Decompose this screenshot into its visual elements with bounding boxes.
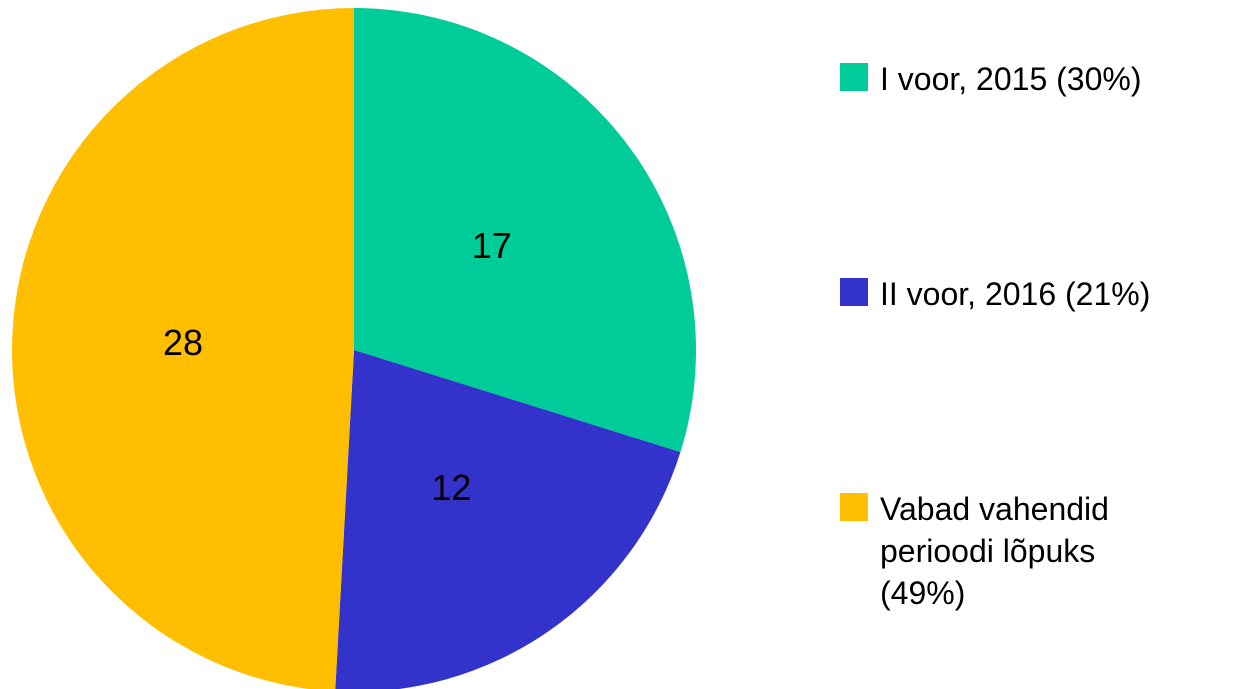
chart: 17 12 28 bbox=[11, 8, 697, 689]
legend-item: I voor, 2015 (30%) bbox=[840, 58, 1230, 100]
data-label: 17 bbox=[472, 225, 512, 266]
legend-label: II voor, 2016 (21%) bbox=[880, 276, 1151, 312]
data-label: 12 bbox=[431, 467, 471, 508]
legend-swatch bbox=[840, 278, 868, 306]
legend-swatch bbox=[840, 63, 868, 91]
legend-item: II voor, 2016 (21%) bbox=[840, 273, 1230, 315]
data-label: 28 bbox=[163, 322, 203, 363]
pie-slice bbox=[11, 8, 354, 689]
legend-label: I voor, 2015 (30%) bbox=[880, 61, 1142, 97]
pie-slice bbox=[354, 8, 697, 453]
pie-slice bbox=[335, 350, 681, 689]
legend-item: Vabad vahendid perioodi lõpuks (49%) bbox=[840, 488, 1230, 614]
legend-swatch bbox=[840, 493, 868, 521]
legend-label: Vabad vahendid perioodi lõpuks (49%) bbox=[880, 491, 1109, 611]
